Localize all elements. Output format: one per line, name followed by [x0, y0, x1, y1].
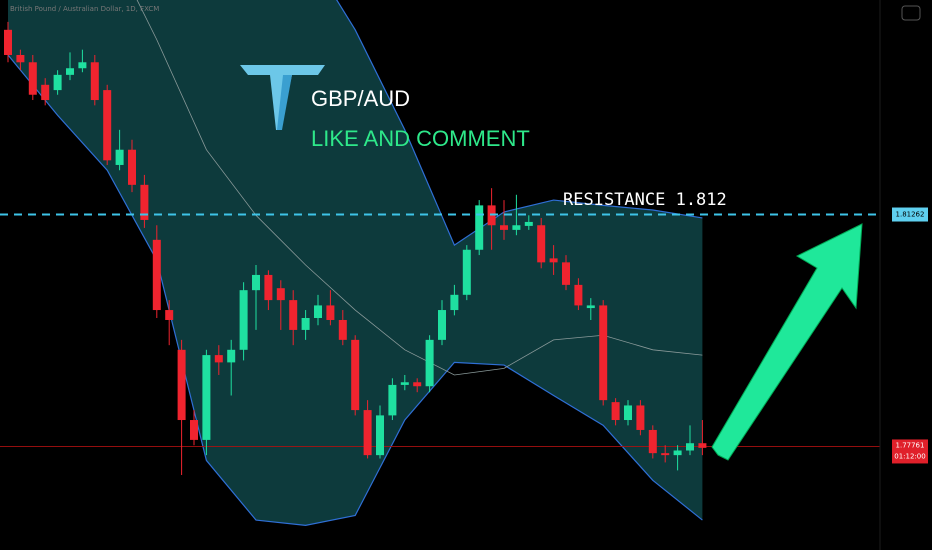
candle-body	[574, 284, 583, 306]
candle-body	[586, 305, 595, 309]
candle-body	[128, 149, 136, 185]
candle-body	[140, 184, 149, 220]
candle-body	[686, 443, 694, 451]
candle-body	[289, 300, 298, 330]
candle-body	[66, 68, 74, 75]
candle-body	[115, 149, 124, 165]
candle-body	[190, 420, 198, 440]
last-price-tag	[892, 439, 928, 464]
candle-body	[462, 249, 471, 295]
title: GBP/AUD	[311, 86, 410, 111]
candle-body	[549, 258, 558, 263]
candle-body	[673, 450, 682, 456]
candle-body	[338, 319, 347, 340]
candle-body	[301, 318, 310, 330]
candle-body	[326, 305, 335, 320]
candle-body	[202, 355, 211, 440]
candle-body	[276, 288, 285, 301]
candle-body	[41, 84, 50, 101]
resistance-tag-label: 1.81262	[896, 211, 925, 219]
candle-body	[227, 349, 236, 363]
candle-body	[28, 62, 37, 95]
resistance-tag	[892, 207, 928, 222]
last-price-tag-label: 1.77761	[896, 441, 925, 449]
candle-body	[252, 274, 260, 291]
candle-body	[599, 305, 608, 401]
candle-body	[314, 305, 322, 318]
logo	[240, 65, 325, 130]
candle-body	[239, 290, 248, 350]
candle-body	[611, 402, 620, 421]
candle-body	[537, 225, 546, 263]
candle-body	[78, 62, 87, 69]
price-tags: 1.81262 1.77761 01:12:00	[892, 207, 928, 464]
candle-body	[177, 349, 186, 421]
candle-body	[400, 382, 409, 385]
candle-body	[636, 405, 645, 430]
candle-body	[562, 262, 570, 285]
candle-body	[363, 410, 372, 456]
resistance-annotation: RESISTANCE 1.812	[563, 190, 727, 210]
candle-body	[388, 384, 397, 416]
candle-body	[264, 274, 273, 301]
arrow	[711, 223, 863, 461]
candle-body	[648, 429, 657, 454]
candle-body	[53, 74, 62, 91]
candle-body	[512, 225, 521, 230]
candle-body	[351, 339, 360, 411]
candle-body	[214, 355, 223, 363]
candle-body	[425, 339, 434, 387]
band-lower	[7, 54, 703, 526]
candle-body	[413, 382, 422, 387]
candle-body	[376, 415, 384, 456]
band-middle	[136, 0, 703, 376]
candle-body	[450, 294, 459, 311]
candle-body	[524, 221, 533, 226]
candle-body	[16, 54, 25, 63]
candle-body	[152, 239, 161, 311]
band-fill	[8, 0, 703, 526]
candle-body	[500, 225, 508, 230]
candle-body	[438, 310, 446, 340]
candle-body	[4, 29, 12, 55]
band-upper	[336, 0, 703, 247]
symbol-title: British Pound / Australian Dollar, 1D, F…	[10, 5, 159, 13]
candle-body	[475, 205, 484, 250]
candle-body	[90, 62, 99, 101]
candle-body	[624, 405, 632, 421]
subtitle: LIKE AND COMMENT	[311, 126, 530, 151]
candle-body	[698, 443, 707, 448]
candle-body	[103, 90, 112, 161]
candle-body	[661, 453, 670, 456]
candle-body	[165, 310, 174, 320]
countdown-label: 01:12:00	[894, 452, 925, 460]
settings-button[interactable]	[901, 5, 921, 21]
